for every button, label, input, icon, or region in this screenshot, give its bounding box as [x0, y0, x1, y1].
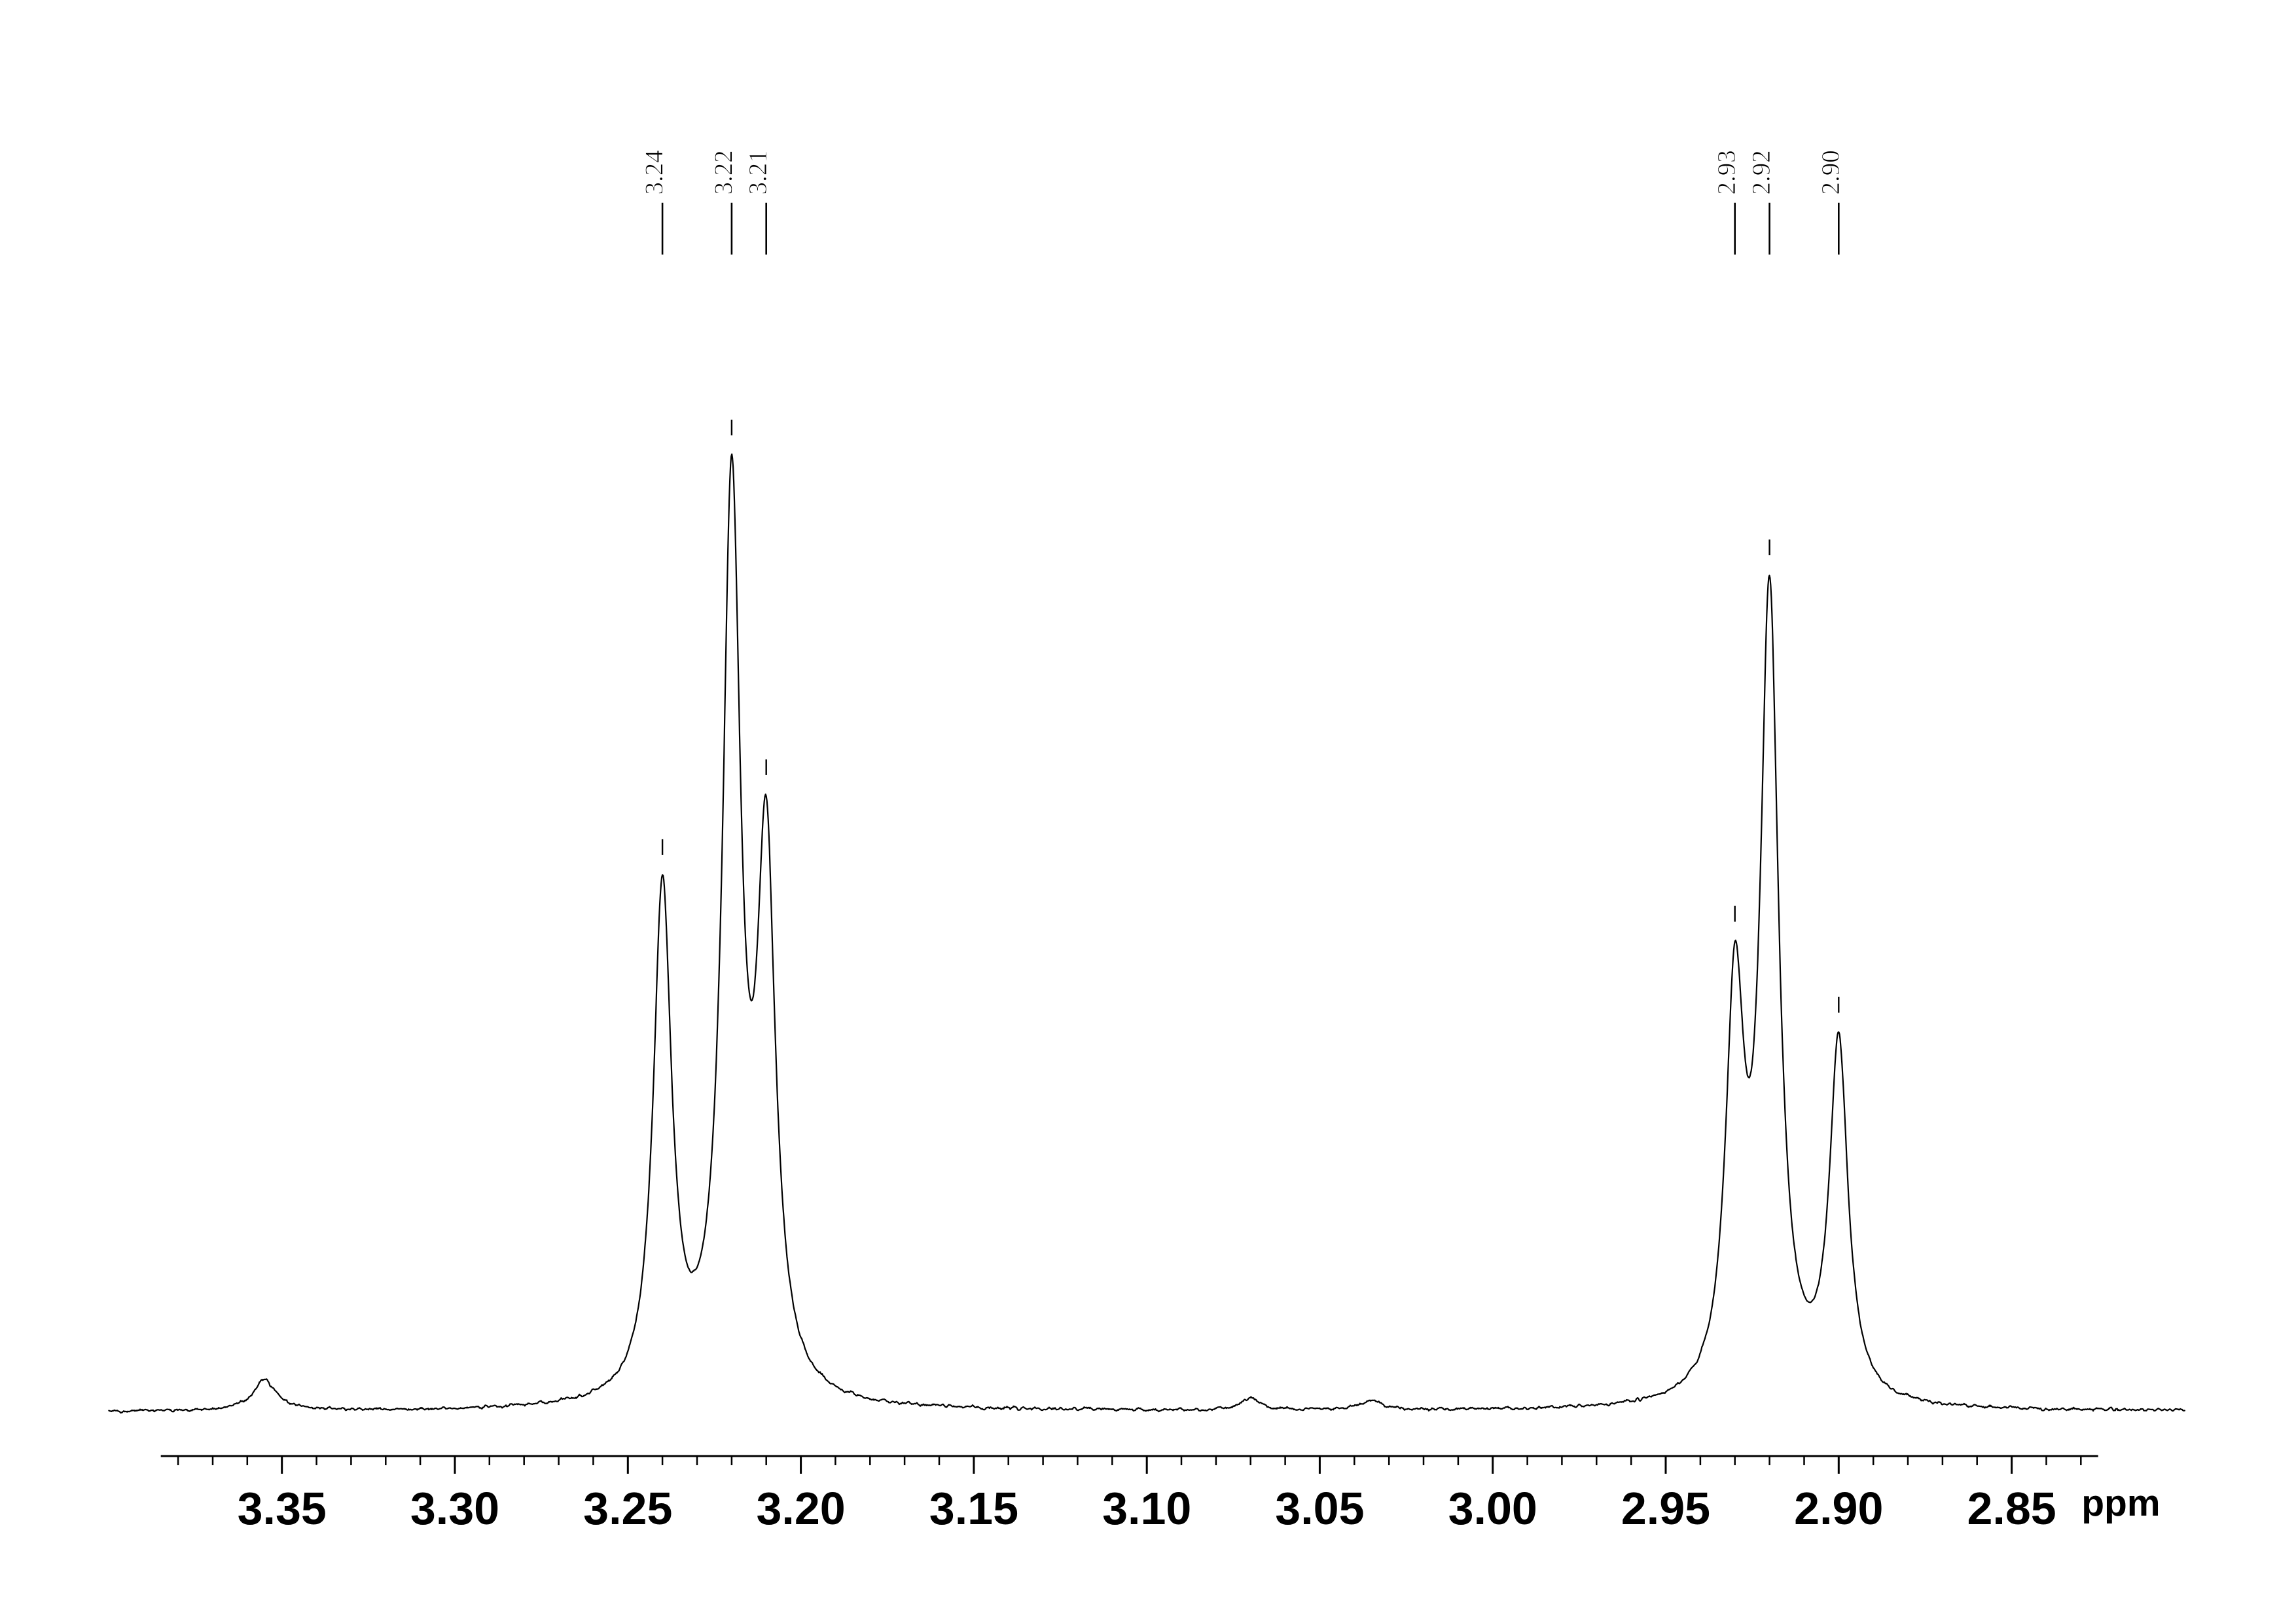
- svg-text:2.90: 2.90: [1816, 150, 1844, 194]
- svg-text:3.05: 3.05: [1275, 1483, 1364, 1534]
- svg-text:3.24: 3.24: [640, 150, 668, 194]
- svg-text:3.00: 3.00: [1448, 1483, 1537, 1534]
- svg-text:3.15: 3.15: [929, 1483, 1018, 1534]
- svg-text:2.93: 2.93: [1713, 150, 1741, 194]
- svg-text:3.35: 3.35: [238, 1483, 327, 1534]
- svg-text:2.85: 2.85: [1967, 1483, 2056, 1534]
- svg-text:3.20: 3.20: [756, 1483, 845, 1534]
- svg-text:3.21: 3.21: [744, 150, 772, 194]
- svg-text:3.10: 3.10: [1102, 1483, 1191, 1534]
- svg-text:2.92: 2.92: [1748, 150, 1776, 194]
- svg-text:2.95: 2.95: [1621, 1483, 1710, 1534]
- svg-text:3.25: 3.25: [583, 1483, 672, 1534]
- svg-text:3.30: 3.30: [410, 1483, 499, 1534]
- svg-text:ppm: ppm: [2081, 1482, 2160, 1524]
- svg-text:2.90: 2.90: [1794, 1483, 1883, 1534]
- svg-text:3.22: 3.22: [709, 150, 738, 194]
